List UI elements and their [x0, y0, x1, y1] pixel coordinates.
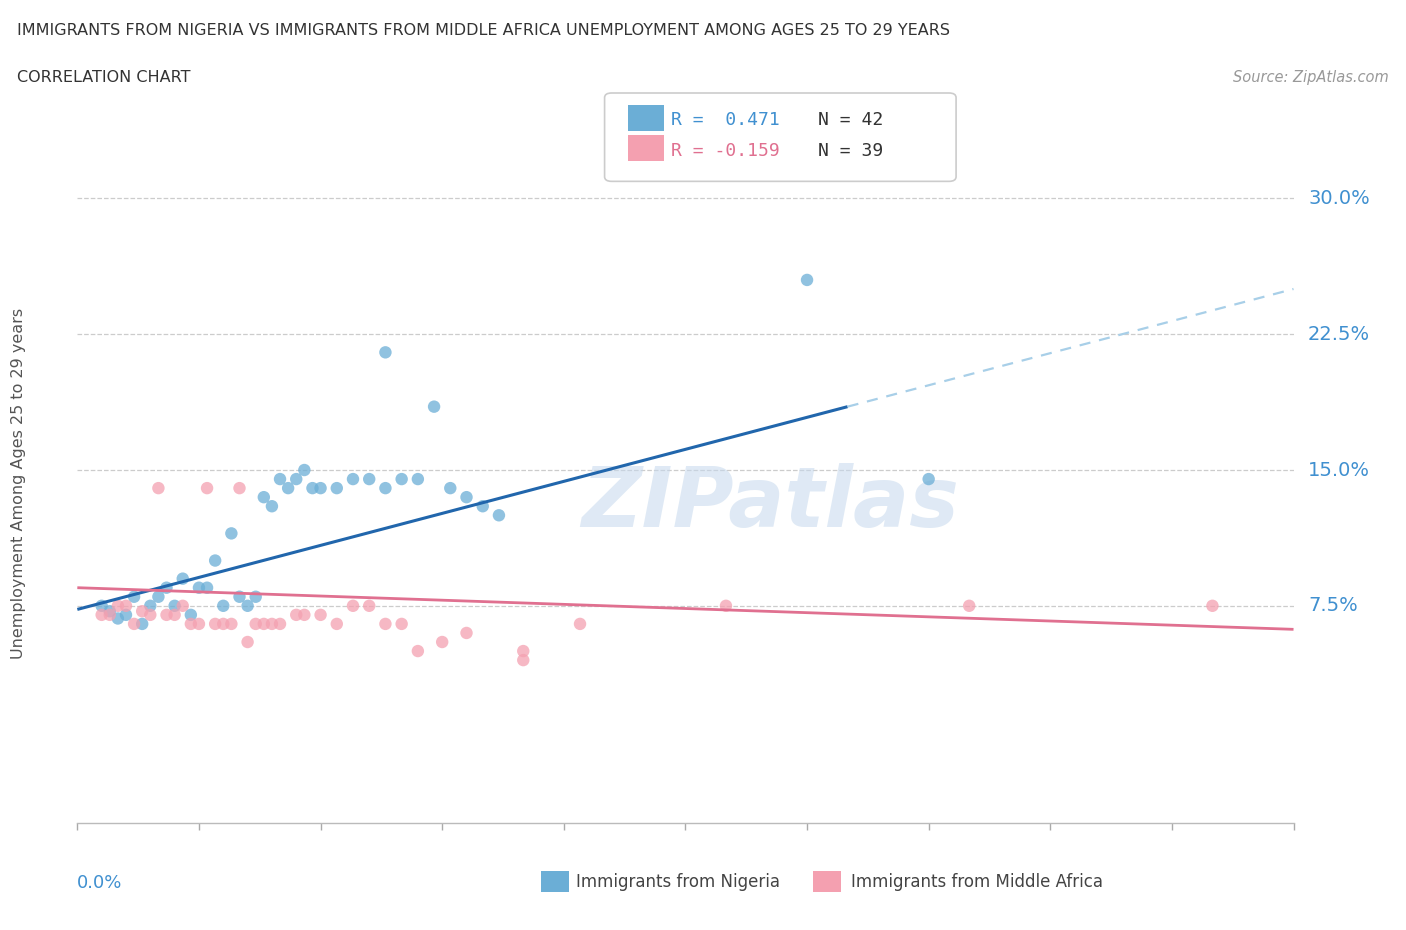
Text: N = 42: N = 42: [818, 111, 883, 128]
Point: [391, 617, 413, 631]
Point: [285, 607, 308, 622]
Point: [90, 607, 112, 622]
Point: [309, 481, 332, 496]
Point: [269, 472, 291, 486]
Point: [374, 345, 396, 360]
Point: [245, 617, 267, 631]
Point: [98, 604, 121, 618]
Point: [163, 607, 186, 622]
Point: [204, 553, 226, 568]
Text: N = 39: N = 39: [818, 142, 883, 160]
Point: [285, 472, 308, 486]
Point: [1201, 598, 1223, 613]
Point: [221, 526, 243, 541]
Point: [228, 481, 250, 496]
Point: [107, 598, 129, 613]
Point: [228, 590, 250, 604]
Point: [326, 617, 349, 631]
Point: [139, 607, 162, 622]
Point: [471, 498, 494, 513]
Point: [148, 590, 170, 604]
Point: [115, 598, 138, 613]
Point: [277, 481, 299, 496]
Point: [253, 617, 276, 631]
Point: [180, 617, 202, 631]
Point: [115, 607, 138, 622]
Point: [131, 604, 153, 618]
Point: [188, 580, 211, 595]
Point: [374, 617, 396, 631]
Text: Immigrants from Middle Africa: Immigrants from Middle Africa: [851, 872, 1102, 891]
Text: 0.0%: 0.0%: [77, 874, 122, 892]
Point: [430, 634, 453, 649]
Point: [796, 272, 818, 287]
Point: [456, 490, 478, 505]
Point: [326, 481, 349, 496]
Point: [269, 617, 291, 631]
Point: [292, 607, 315, 622]
Point: [139, 598, 162, 613]
Point: [342, 472, 364, 486]
Point: [236, 598, 259, 613]
Text: R = -0.159: R = -0.159: [671, 142, 779, 160]
Point: [374, 481, 396, 496]
Point: [359, 598, 381, 613]
Point: [172, 598, 194, 613]
Point: [155, 607, 177, 622]
Point: [221, 617, 243, 631]
Point: [714, 598, 737, 613]
Point: [260, 498, 283, 513]
Text: Source: ZipAtlas.com: Source: ZipAtlas.com: [1233, 70, 1389, 85]
Point: [122, 617, 145, 631]
Point: [163, 598, 186, 613]
Point: [188, 617, 211, 631]
Point: [918, 472, 941, 486]
Text: 7.5%: 7.5%: [1308, 596, 1358, 616]
Point: [439, 481, 461, 496]
Text: Immigrants from Nigeria: Immigrants from Nigeria: [576, 872, 780, 891]
Point: [456, 626, 478, 641]
Point: [391, 472, 413, 486]
Text: CORRELATION CHART: CORRELATION CHART: [17, 70, 190, 85]
Point: [195, 481, 218, 496]
Point: [131, 617, 153, 631]
Point: [406, 644, 429, 658]
Point: [488, 508, 510, 523]
Point: [301, 481, 323, 496]
Point: [204, 617, 226, 631]
Point: [406, 472, 429, 486]
Text: R =  0.471: R = 0.471: [671, 111, 779, 128]
Point: [195, 580, 218, 595]
Point: [260, 617, 283, 631]
Point: [155, 580, 177, 595]
Point: [98, 607, 121, 622]
Text: Unemployment Among Ages 25 to 29 years: Unemployment Among Ages 25 to 29 years: [11, 308, 27, 659]
Point: [245, 590, 267, 604]
Point: [292, 462, 315, 477]
Text: 22.5%: 22.5%: [1308, 325, 1371, 344]
Point: [212, 617, 235, 631]
Text: IMMIGRANTS FROM NIGERIA VS IMMIGRANTS FROM MIDDLE AFRICA UNEMPLOYMENT AMONG AGES: IMMIGRANTS FROM NIGERIA VS IMMIGRANTS FR…: [17, 23, 950, 38]
Point: [512, 653, 534, 668]
Point: [236, 634, 259, 649]
Point: [253, 490, 276, 505]
Point: [359, 472, 381, 486]
Point: [148, 481, 170, 496]
Point: [122, 590, 145, 604]
Text: 15.0%: 15.0%: [1308, 460, 1369, 480]
Point: [957, 598, 980, 613]
Point: [180, 607, 202, 622]
Point: [512, 644, 534, 658]
Point: [342, 598, 364, 613]
Point: [107, 611, 129, 626]
Point: [90, 598, 112, 613]
Point: [423, 399, 446, 414]
Text: 30.0%: 30.0%: [1308, 189, 1369, 208]
Point: [309, 607, 332, 622]
Point: [172, 571, 194, 586]
Point: [569, 617, 592, 631]
Text: ZIPatlas: ZIPatlas: [582, 463, 959, 544]
Point: [212, 598, 235, 613]
